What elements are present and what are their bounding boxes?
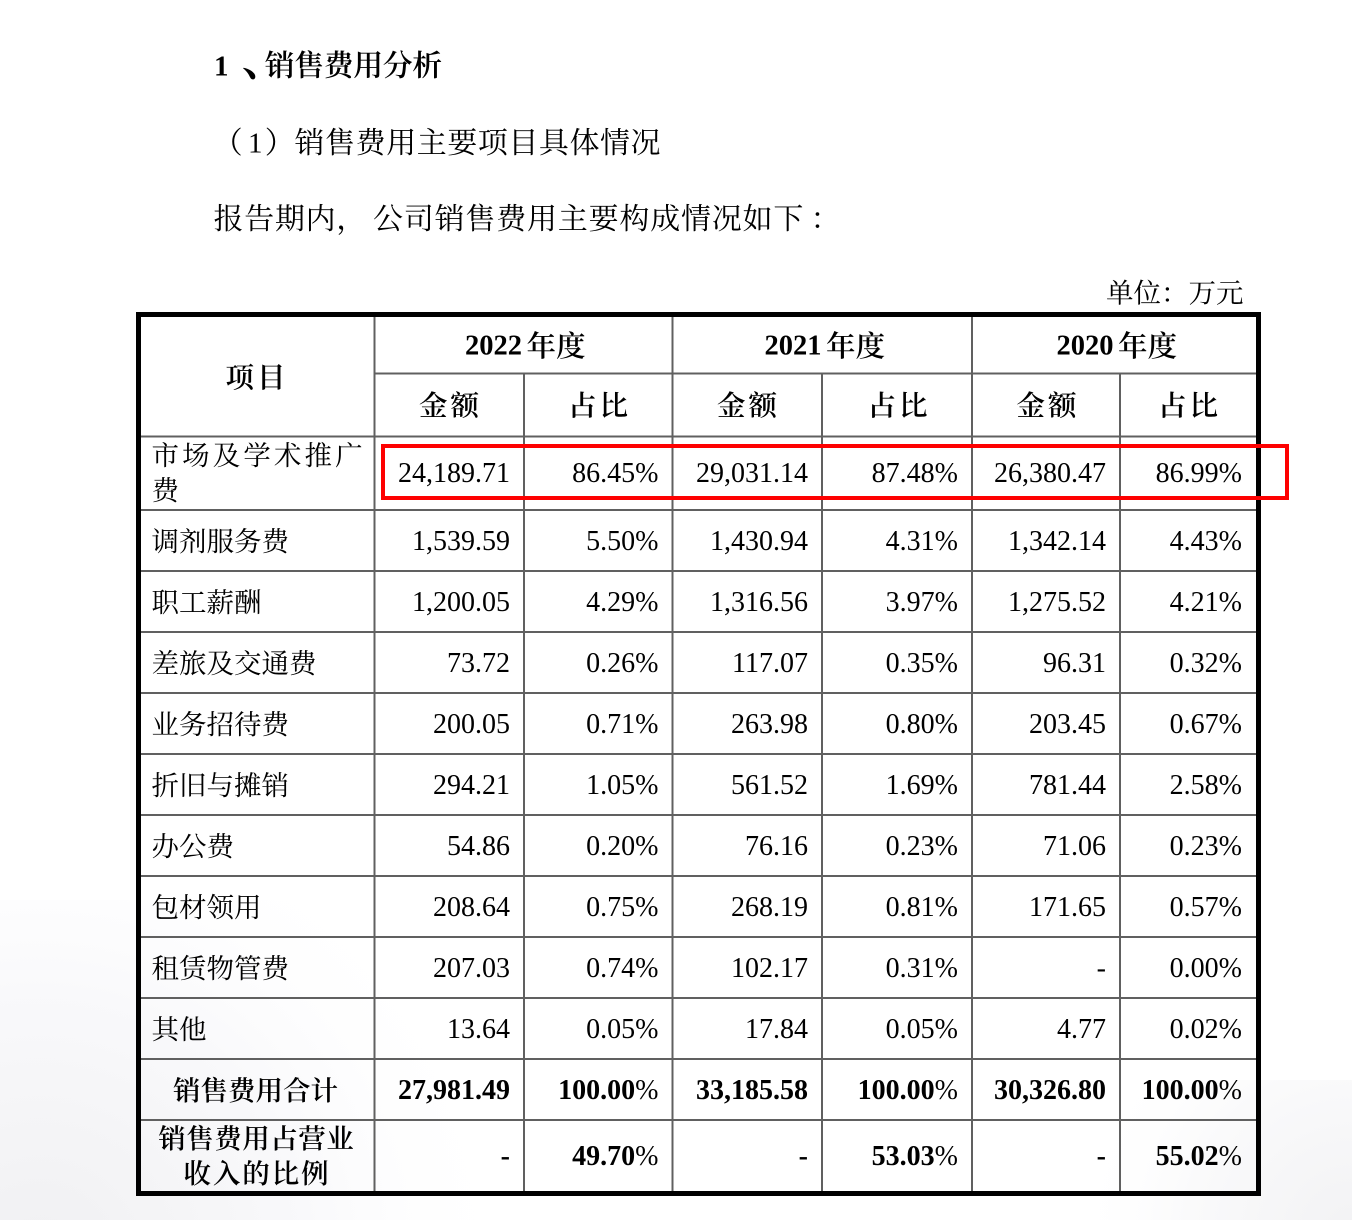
svg-text:87.48%: 87.48% [872,458,958,489]
svg-text:0.57%: 0.57% [1170,892,1242,923]
svg-text:117.07: 117.07 [732,648,808,679]
svg-text:0.23%: 0.23% [1170,831,1242,862]
svg-text:0.26%: 0.26% [586,648,658,679]
svg-text:1: 1 [214,50,229,82]
svg-text:4.29%: 4.29% [586,587,658,618]
svg-text:0.81%: 0.81% [886,892,958,923]
svg-text:4.77: 4.77 [1057,1014,1106,1045]
svg-text:1,430.94: 1,430.94 [710,526,808,557]
svg-text:171.65: 171.65 [1029,892,1106,923]
svg-text:0.31%: 0.31% [886,953,958,984]
svg-text:100.00%: 100.00% [558,1075,658,1106]
svg-text:54.86: 54.86 [447,831,510,862]
svg-text:86.45%: 86.45% [572,458,658,489]
svg-text:55.02%: 55.02% [1156,1141,1242,1172]
svg-text:96.31: 96.31 [1043,648,1106,679]
svg-text:100.00%: 100.00% [858,1075,958,1106]
svg-text:24,189.71: 24,189.71 [398,458,510,489]
svg-text:1,342.14: 1,342.14 [1008,526,1106,557]
svg-text:781.44: 781.44 [1029,770,1106,801]
svg-text:0.71%: 0.71% [586,709,658,740]
svg-text:1,539.59: 1,539.59 [412,526,510,557]
svg-text:49.70%: 49.70% [572,1141,658,1172]
svg-text:102.17: 102.17 [731,953,808,984]
svg-text:1.69%: 1.69% [886,770,958,801]
svg-text:0.74%: 0.74% [586,953,658,984]
svg-text:0.00%: 0.00% [1170,953,1242,984]
svg-text:-: - [1097,1141,1106,1172]
svg-text:200.05: 200.05 [433,709,510,740]
svg-text:203.45: 203.45 [1029,709,1106,740]
svg-text:268.19: 268.19 [731,892,808,923]
svg-text:26,380.47: 26,380.47 [994,458,1106,489]
svg-text:1,275.52: 1,275.52 [1008,587,1106,618]
svg-text:0.23%: 0.23% [886,831,958,862]
svg-text:13.64: 13.64 [447,1014,510,1045]
svg-text:0.05%: 0.05% [886,1014,958,1045]
svg-text:0.75%: 0.75% [586,892,658,923]
svg-text:86.99%: 86.99% [1156,458,1242,489]
svg-text:2022: 2022 [465,331,522,362]
svg-text:17.84: 17.84 [745,1014,808,1045]
svg-text:208.64: 208.64 [433,892,510,923]
svg-text:1: 1 [248,128,263,160]
svg-text:53.03%: 53.03% [872,1141,958,1172]
svg-text:561.52: 561.52 [731,770,808,801]
svg-text:33,185.58: 33,185.58 [696,1075,808,1106]
svg-text:0.05%: 0.05% [586,1014,658,1045]
svg-text:29,031.14: 29,031.14 [696,458,808,489]
svg-text:27,981.49: 27,981.49 [398,1075,510,1106]
svg-text:-: - [501,1141,510,1172]
svg-text:1,200.05: 1,200.05 [412,587,510,618]
svg-text:0.35%: 0.35% [886,648,958,679]
svg-text:-: - [799,1141,808,1172]
svg-text:4.31%: 4.31% [886,526,958,557]
svg-text:73.72: 73.72 [447,648,510,679]
svg-text:30,326.80: 30,326.80 [994,1075,1106,1106]
svg-text:71.06: 71.06 [1043,831,1106,862]
svg-text:0.80%: 0.80% [886,709,958,740]
svg-text:2020: 2020 [1057,331,1114,362]
svg-text:0.20%: 0.20% [586,831,658,862]
svg-text:294.21: 294.21 [433,770,510,801]
svg-text:-: - [1097,953,1106,984]
svg-text:5.50%: 5.50% [586,526,658,557]
svg-text:1.05%: 1.05% [586,770,658,801]
svg-text:1,316.56: 1,316.56 [710,587,808,618]
svg-text:263.98: 263.98 [731,709,808,740]
svg-text:0.32%: 0.32% [1170,648,1242,679]
svg-text:76.16: 76.16 [745,831,808,862]
svg-text:2021: 2021 [765,331,822,362]
svg-text:4.21%: 4.21% [1170,587,1242,618]
svg-text:3.97%: 3.97% [886,587,958,618]
svg-text:0.02%: 0.02% [1170,1014,1242,1045]
svg-text:2.58%: 2.58% [1170,770,1242,801]
svg-text:100.00%: 100.00% [1142,1075,1242,1106]
svg-text:4.43%: 4.43% [1170,526,1242,557]
svg-text:0.67%: 0.67% [1170,709,1242,740]
svg-text:207.03: 207.03 [433,953,510,984]
